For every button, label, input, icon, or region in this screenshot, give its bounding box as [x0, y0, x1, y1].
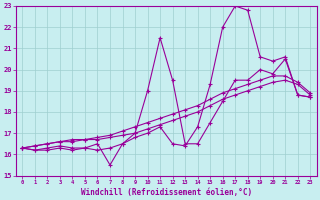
- X-axis label: Windchill (Refroidissement éolien,°C): Windchill (Refroidissement éolien,°C): [81, 188, 252, 197]
